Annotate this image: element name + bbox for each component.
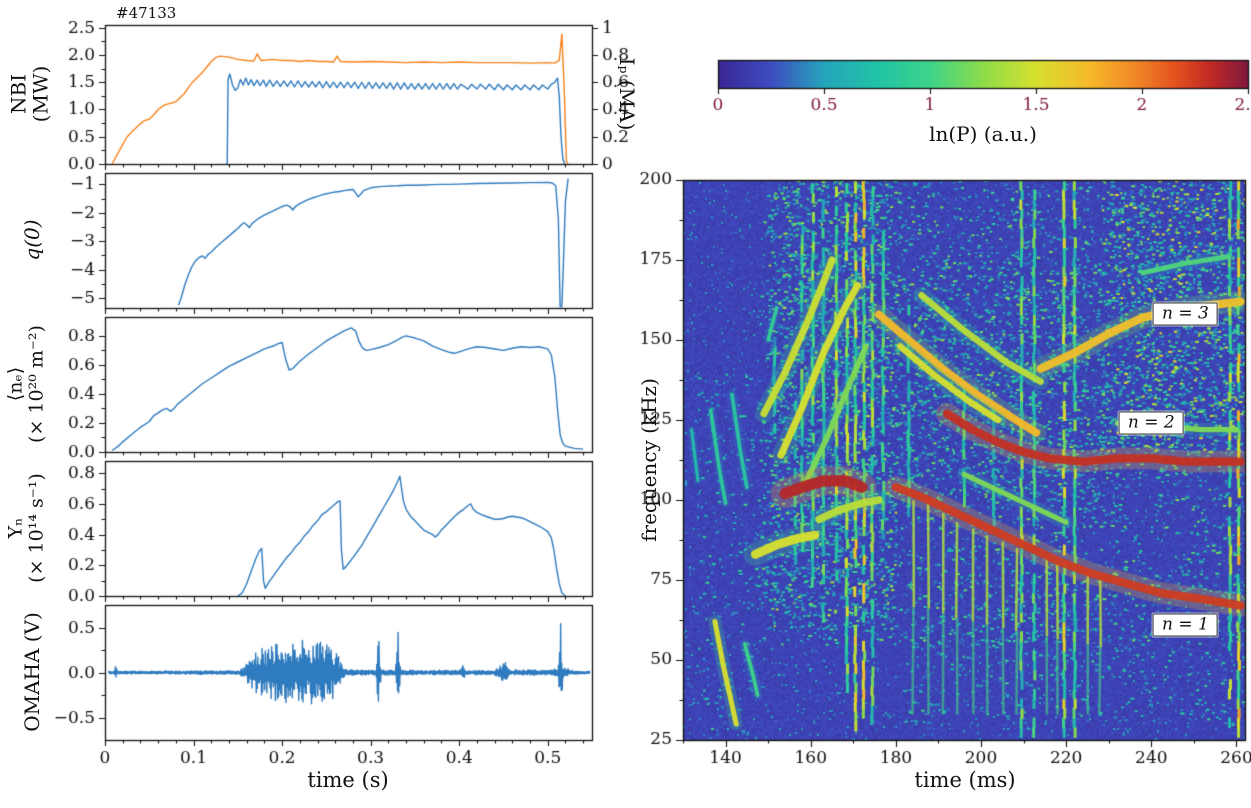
shot-number-label: #47133 (116, 4, 177, 22)
mode-annotation-n1: n = 1 (1152, 613, 1218, 637)
ylabel-omaha: OMAHA (V) (19, 612, 44, 732)
ylabel-frequency: frequency (kHz) (636, 378, 661, 542)
ylabel-q0: q(0) (19, 219, 44, 261)
mode-annotation-n3: n = 3 (1152, 302, 1218, 326)
ylabel-density: ⟨nₑ⟩ (× 10²⁰ m⁻²) (4, 325, 48, 443)
xlabel-time-ms: time (ms) (914, 768, 1016, 792)
ylabel-neutron-rate: Yₙ (× 10¹⁴ s⁻¹) (4, 473, 48, 583)
colorbar-label: ln(P) (a.u.) (929, 122, 1037, 146)
mode-annotation-n2: n = 2 (1118, 411, 1184, 435)
spectrogram-canvas (640, 0, 1251, 808)
ylabel-nbi: NBI (MW) (6, 65, 53, 123)
xlabel-time-s: time (s) (307, 768, 389, 792)
ylabel-ip: Iₚ (MA) (615, 57, 639, 131)
time-traces-canvas (0, 0, 640, 808)
